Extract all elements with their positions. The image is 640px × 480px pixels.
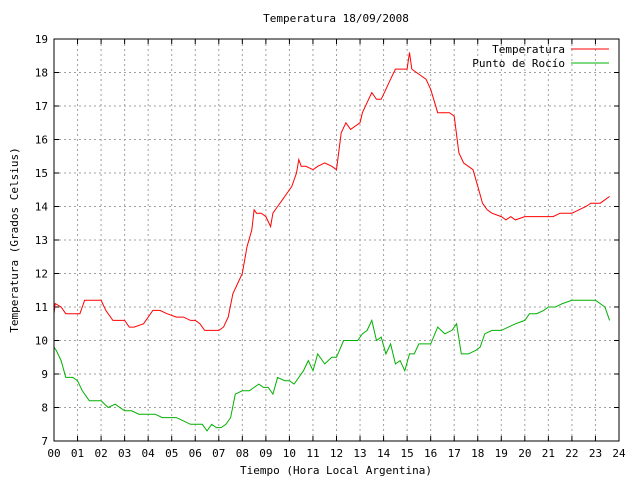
- y-tick-label: 12: [35, 268, 48, 281]
- series-line-temperatura: [53, 52, 610, 331]
- x-tick-label: 04: [142, 447, 156, 460]
- x-tick-label: 11: [306, 447, 319, 460]
- x-tick-label: 00: [47, 447, 60, 460]
- plot-frame: [53, 38, 620, 442]
- chart-title: Temperatura 18/09/2008: [263, 12, 409, 25]
- x-tick-label: 23: [589, 447, 602, 460]
- x-tick-label: 18: [471, 447, 484, 460]
- x-tick-label: 13: [353, 447, 366, 460]
- x-tick-label: 05: [165, 447, 178, 460]
- y-tick-label: 16: [35, 134, 48, 147]
- x-tick-label: 14: [377, 447, 391, 460]
- x-tick-label: 17: [448, 447, 461, 460]
- y-tick-label: 9: [41, 368, 48, 381]
- x-tick-label: 03: [118, 447, 131, 460]
- y-tick-label: 13: [35, 234, 48, 247]
- grid-lines: [54, 39, 619, 441]
- x-tick-label: 22: [565, 447, 578, 460]
- y-tick-label: 7: [41, 435, 48, 448]
- x-tick-label: 01: [71, 447, 84, 460]
- x-tick-label: 02: [94, 447, 107, 460]
- y-axis-label: Temperatura (Grados Celsius): [8, 147, 21, 332]
- y-tick-label: 14: [35, 201, 49, 214]
- x-tick-label: 10: [283, 447, 296, 460]
- y-tick-label: 8: [41, 402, 48, 415]
- x-tick-label: 20: [518, 447, 531, 460]
- x-axis: 00 01 02 03 04 05 06 07 08 09 10 11 12 13 14 15 16 17 18 19…: [47, 39, 626, 460]
- x-tick-label: 08: [236, 447, 249, 460]
- y-tick-label: 19: [35, 33, 48, 46]
- x-tick-label: 19: [495, 447, 508, 460]
- x-tick-label: 24: [612, 447, 626, 460]
- x-tick-label: 12: [330, 447, 343, 460]
- series-lines: [53, 52, 611, 432]
- x-tick-label: 07: [212, 447, 225, 460]
- series-line-punto-de-rocio: [53, 299, 611, 432]
- y-tick-label: 15: [35, 167, 48, 180]
- y-axis: 7 8 9 10 11 12 13 14 15 16 17 18 19: [35, 33, 619, 448]
- x-axis-label: Tiempo (Hora Local Argentina): [240, 464, 432, 477]
- y-tick-label: 18: [35, 67, 48, 80]
- y-tick-label: 17: [35, 100, 48, 113]
- x-tick-label: 06: [189, 447, 202, 460]
- x-tick-label: 15: [401, 447, 414, 460]
- x-tick-label: 16: [424, 447, 437, 460]
- legend-label: Temperatura: [492, 43, 565, 56]
- legend-label: Punto de Rocío: [472, 57, 565, 70]
- x-tick-label: 09: [259, 447, 272, 460]
- x-tick-label: 21: [542, 447, 555, 460]
- y-tick-label: 10: [35, 335, 48, 348]
- y-tick-label: 11: [35, 301, 48, 314]
